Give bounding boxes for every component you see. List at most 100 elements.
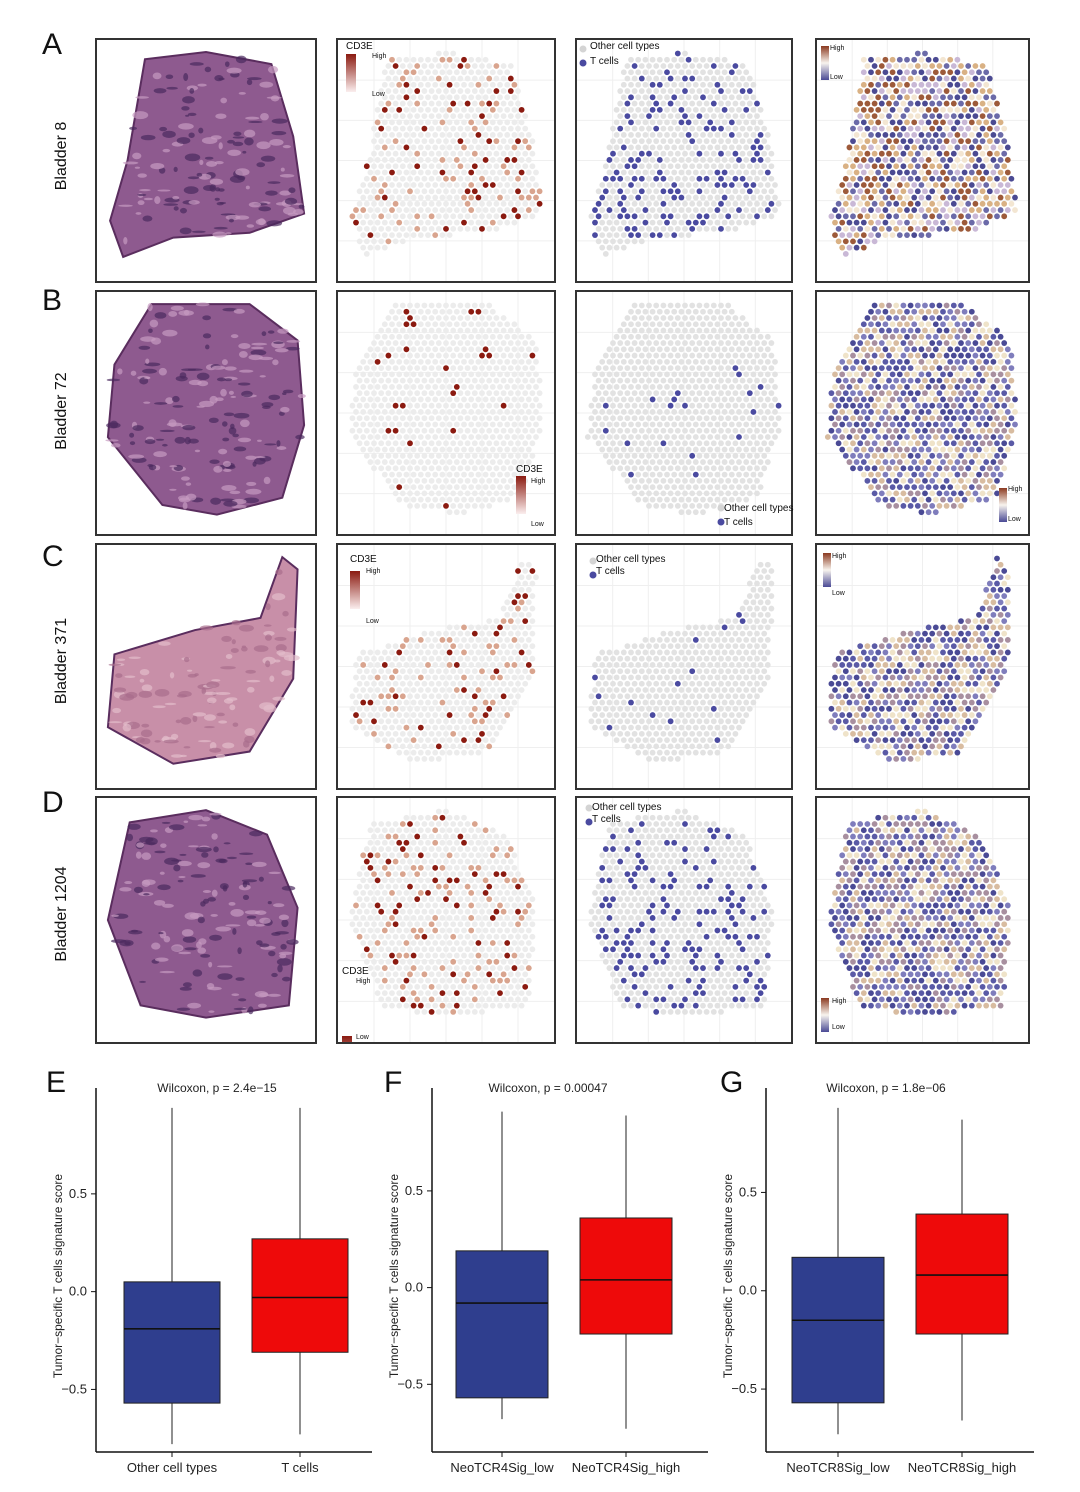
spot [929, 100, 936, 107]
spot [932, 383, 939, 390]
spot [857, 390, 864, 397]
spot [410, 358, 417, 365]
spot [860, 69, 867, 76]
spot [728, 484, 735, 491]
tissue-texture [267, 65, 279, 74]
spot [983, 207, 990, 213]
spot [886, 365, 892, 372]
spot [750, 81, 757, 88]
spot [439, 81, 446, 88]
spot [936, 100, 943, 107]
spot [972, 213, 979, 220]
spot [378, 225, 385, 232]
spot [857, 427, 864, 434]
spot [428, 693, 435, 700]
spot [385, 150, 392, 157]
spot [714, 409, 721, 415]
spot [511, 371, 518, 378]
spot [860, 446, 867, 453]
spot [707, 496, 714, 503]
spot [385, 125, 392, 132]
spot [965, 327, 972, 334]
spot [958, 302, 964, 309]
spot [739, 163, 746, 170]
spot [464, 163, 471, 170]
spot [500, 175, 507, 182]
spot [846, 182, 853, 188]
spot [775, 402, 782, 409]
spot [525, 346, 532, 353]
spot [882, 358, 889, 365]
spot [378, 213, 385, 220]
spot [757, 446, 764, 453]
spot [671, 94, 678, 101]
spot [943, 340, 950, 346]
spot [979, 100, 986, 107]
spot [972, 377, 979, 384]
spot [979, 200, 986, 207]
spot [371, 668, 377, 675]
spot [860, 346, 867, 353]
spot [764, 459, 771, 465]
tissue-texture [222, 437, 230, 442]
spot [1001, 402, 1008, 409]
spot [860, 182, 867, 188]
spot [620, 119, 627, 126]
spot [932, 81, 939, 88]
spot [900, 100, 907, 107]
spot [493, 315, 500, 321]
spot [990, 333, 997, 340]
spot [864, 213, 871, 220]
spot [721, 371, 728, 378]
spot [692, 81, 699, 88]
spot [857, 415, 864, 422]
spot [768, 377, 775, 384]
spot [457, 477, 464, 484]
spot [464, 655, 471, 662]
spot [471, 693, 478, 700]
spot [936, 327, 943, 334]
spot [461, 333, 467, 340]
tissue-texture [203, 184, 216, 192]
spot [396, 358, 403, 365]
spot [922, 200, 928, 207]
spot [642, 69, 649, 76]
spot [907, 75, 914, 82]
spot [864, 477, 871, 484]
spot [947, 409, 954, 415]
spot [399, 340, 406, 346]
spot [846, 144, 853, 151]
spot [461, 346, 467, 353]
spot [871, 315, 878, 321]
spot [353, 207, 359, 213]
spot [515, 163, 521, 170]
spot [718, 327, 724, 334]
tissue-texture [141, 684, 153, 692]
tissue-texture [232, 136, 245, 139]
spot [475, 131, 482, 138]
spot [360, 244, 367, 251]
spot [653, 63, 660, 69]
spot [613, 396, 620, 403]
spot [889, 321, 896, 328]
spot [504, 662, 511, 668]
spot [396, 446, 403, 453]
spot [940, 69, 946, 76]
spot [638, 125, 645, 132]
spot [403, 434, 410, 440]
signature-colorbar [999, 488, 1007, 522]
spot [718, 225, 724, 232]
spot [721, 446, 728, 453]
spot [407, 113, 413, 120]
spot [392, 718, 399, 725]
spot [443, 138, 449, 145]
spot [929, 503, 936, 509]
spot [835, 225, 842, 232]
spot [628, 434, 634, 440]
spot [504, 624, 511, 631]
spot [918, 106, 925, 113]
spot [1008, 427, 1015, 434]
spot [678, 81, 685, 88]
spot [435, 390, 442, 397]
spot [692, 56, 699, 63]
